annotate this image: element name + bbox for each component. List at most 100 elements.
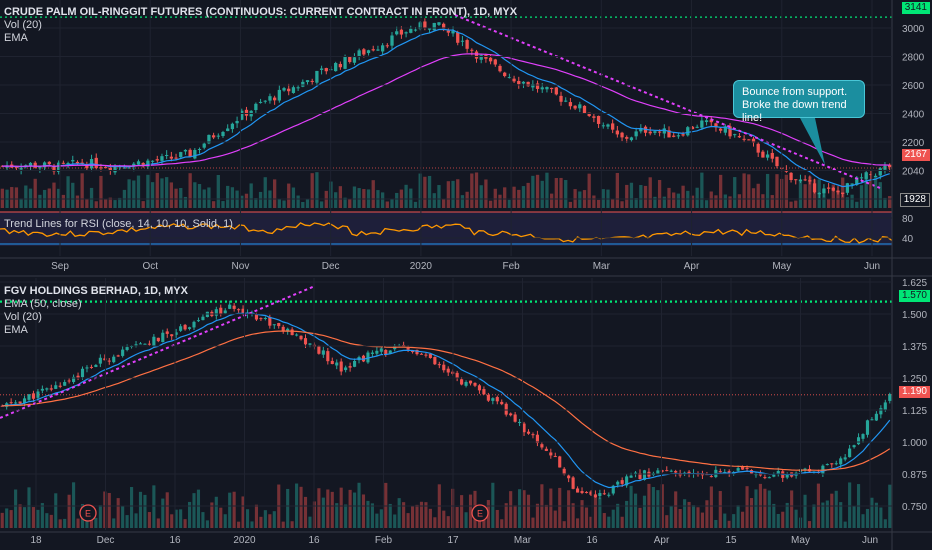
volume-bar: [38, 194, 42, 208]
volume-bar: [103, 199, 108, 208]
bottom-price-tick: 1.625: [902, 278, 927, 289]
candle-body: [348, 366, 352, 368]
candle-body: [545, 86, 549, 90]
candle-body: [751, 138, 756, 143]
volume-bar: [232, 491, 236, 528]
volume-bar: [484, 179, 488, 208]
candle-body: [865, 420, 870, 435]
candle-body: [803, 468, 807, 471]
volume-bar: [339, 487, 343, 528]
volume-bar: [301, 201, 305, 208]
volume-bar: [669, 505, 673, 528]
candle-body: [282, 88, 286, 91]
volume-bar: [107, 492, 111, 528]
volume-bar: [343, 197, 347, 208]
volume-bar: [756, 183, 760, 208]
candle-body: [883, 165, 887, 170]
candle-body: [272, 324, 276, 326]
candle-body: [193, 149, 197, 159]
candle-body: [108, 167, 112, 171]
volume-bar: [98, 505, 102, 528]
candle-body: [310, 80, 314, 82]
volume-bar: [879, 507, 883, 528]
candle-body: [286, 328, 290, 332]
candle-body: [196, 320, 201, 322]
candle-body: [437, 364, 441, 366]
volume-bar: [58, 519, 62, 528]
volume-bar: [395, 192, 399, 208]
candle-body: [423, 21, 427, 29]
volume-bar: [303, 496, 308, 528]
candle-body: [395, 31, 399, 35]
candle-body: [183, 324, 187, 330]
candle-body: [843, 457, 847, 460]
volume-bar: [207, 187, 211, 208]
bottom-time-tick: May: [791, 535, 810, 546]
candle-body: [76, 375, 80, 378]
volume-bar: [761, 194, 765, 208]
candle-body: [465, 40, 469, 49]
candle-body: [348, 57, 352, 63]
volume-bar: [390, 199, 394, 208]
candle-body: [850, 183, 854, 185]
volume-bar: [52, 182, 56, 208]
volume-bar: [183, 196, 188, 208]
candle-body: [620, 480, 624, 484]
candle-body: [526, 431, 531, 434]
candle-body: [709, 476, 713, 478]
candle-body: [656, 470, 660, 474]
candle-body: [179, 152, 183, 158]
bottom-price-tick: 1.000: [902, 438, 927, 449]
candle-body: [741, 466, 745, 470]
volume-bar: [72, 482, 76, 528]
top-price-tick: 2040: [902, 167, 925, 178]
candle-body: [291, 87, 296, 93]
annotation-callout[interactable]: Bounce from support. Broke the down tren…: [733, 80, 865, 124]
candle-body: [442, 23, 446, 29]
candle-body: [836, 190, 840, 193]
bottom-time-tick: 17: [447, 535, 459, 546]
volume-bar: [642, 495, 647, 528]
candle-body: [366, 50, 371, 54]
candle-body: [861, 434, 865, 439]
volume-bar: [80, 173, 84, 208]
bottom-time-tick: 16: [586, 535, 598, 546]
candle-body: [116, 355, 120, 357]
volume-bar: [370, 503, 374, 528]
candle-body: [230, 123, 235, 130]
volume-bar: [290, 521, 294, 528]
volume-bar: [446, 516, 450, 528]
volume-bar: [678, 508, 682, 528]
candle-body: [674, 471, 678, 473]
candle-body: [232, 305, 236, 309]
volume-bar: [602, 513, 606, 528]
candle-body: [526, 81, 530, 87]
ema-fast-line: [2, 312, 891, 489]
volume-bar: [545, 172, 549, 208]
volume-bar: [883, 197, 887, 208]
candle-body: [803, 179, 807, 181]
volume-bar: [845, 197, 850, 208]
volume-bar: [629, 182, 634, 208]
candle-body: [446, 30, 450, 33]
candle-body: [344, 367, 348, 371]
candle-body: [254, 103, 258, 111]
candle-body: [277, 89, 281, 101]
volume-bar: [667, 187, 671, 208]
volume-bar: [155, 172, 159, 208]
candle-body: [156, 337, 160, 342]
candle-body: [89, 366, 93, 368]
candle-body: [888, 394, 892, 401]
candle-body: [380, 45, 385, 52]
volume-bar: [498, 194, 502, 208]
candle-body: [404, 32, 408, 34]
volume-bar: [495, 509, 499, 528]
volume-bar: [723, 194, 727, 208]
top-support-tag: 1928: [899, 193, 930, 207]
volume-bar: [201, 512, 205, 528]
candle-body: [192, 321, 196, 328]
candle-body: [418, 22, 422, 30]
volume-bar: [272, 511, 276, 528]
volume-bar: [136, 175, 141, 208]
candle-body: [136, 161, 141, 165]
